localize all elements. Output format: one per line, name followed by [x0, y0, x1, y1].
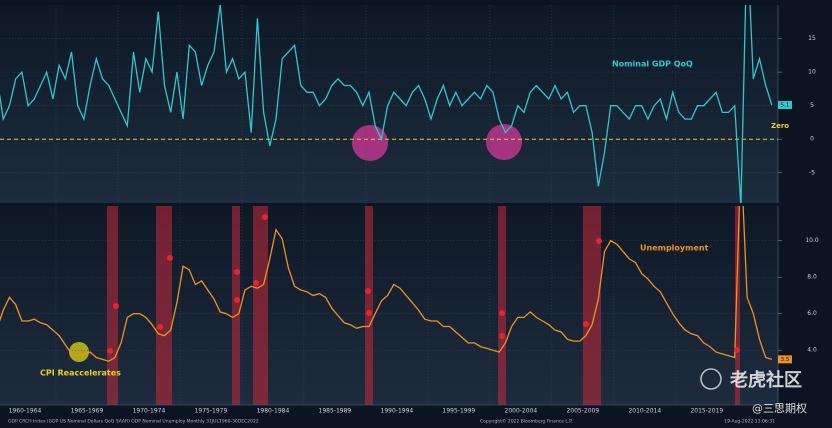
x-tick-label: 2010-2014	[628, 408, 661, 415]
zero-label: Zero	[771, 122, 789, 130]
end-label-box	[778, 355, 792, 364]
end-label: 3.5	[781, 357, 790, 363]
y-tick-label: 10	[808, 69, 816, 76]
y-tick-label: 6.0	[807, 310, 817, 317]
y-tick-label: -5	[809, 169, 815, 176]
y-tick-label: 4.0	[807, 347, 817, 354]
data-line	[0, 5, 773, 203]
footer: 19-Aug-2022 13:06:31	[724, 419, 775, 425]
watermark: 老虎社区	[730, 369, 802, 391]
x-tick-label: 1995-1999	[443, 408, 476, 415]
y-tick-label: 8.0	[807, 274, 817, 281]
x-tick-label: 1970-1974	[133, 408, 166, 415]
x-tick-label: 1960-1964	[9, 408, 42, 415]
end-label-box	[778, 101, 792, 110]
annotation: CPI Reaccelerates	[40, 369, 121, 378]
x-tick-label: 1980-1984	[257, 408, 290, 415]
recession-markers	[107, 214, 740, 354]
x-tick-label: 1990-1994	[381, 408, 414, 415]
watermark: @三思期权	[752, 402, 807, 415]
x-tick-label: 2015-2019	[690, 408, 723, 415]
y-tick-label: 10.0	[805, 237, 819, 244]
recession-shading	[107, 206, 740, 405]
series-label: Nominal GDP QoQ	[612, 60, 693, 69]
y-tick-label: 15	[808, 35, 816, 42]
x-tick-label: 1985-1989	[319, 408, 352, 415]
x-tick-label: 2005-2009	[566, 408, 599, 415]
cpi-circle	[69, 342, 89, 362]
footer: GDP CRCH Index (GDP US Nominal Dollars Q…	[8, 419, 259, 425]
y-tick-label: 0	[810, 136, 814, 143]
x-tick-label: 1965-1969	[71, 408, 104, 415]
x-tick-label: 1975-1979	[195, 408, 228, 415]
y-tick-label: 5	[810, 102, 814, 109]
bottom-panel	[0, 206, 778, 405]
end-label: 5.1	[781, 103, 790, 109]
footer: Copyright© 2022 Bloomberg Finance L.P.	[480, 418, 573, 425]
series-label: Unemployment	[640, 244, 709, 253]
x-tick-label: 2000-2004	[505, 408, 538, 415]
watermark-logo	[700, 368, 722, 390]
data-line	[0, 206, 773, 362]
